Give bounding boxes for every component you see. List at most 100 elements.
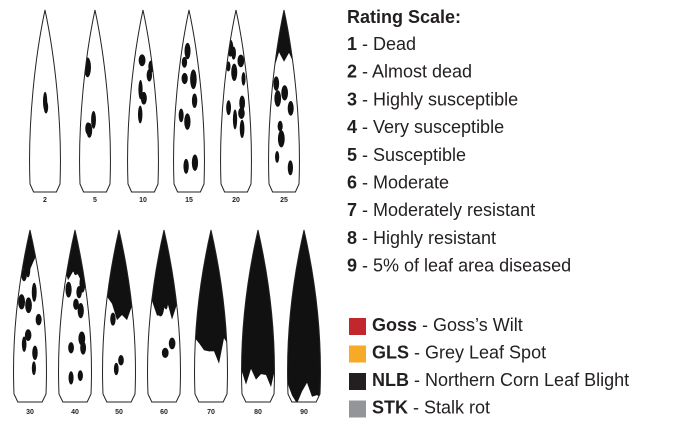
lesion xyxy=(157,300,164,316)
legend-swatch xyxy=(349,401,366,418)
leaf xyxy=(30,10,61,192)
scale-item: 7- Moderately resistant xyxy=(347,200,535,220)
lesion xyxy=(275,151,279,163)
legend-label: - Stalk rot xyxy=(413,397,490,417)
leaf xyxy=(174,10,205,192)
legend-item: Goss- Goss’s Wilt xyxy=(372,315,523,335)
scale-score: 4 xyxy=(347,117,357,137)
lesion xyxy=(281,85,288,100)
legend-swatch xyxy=(349,373,366,390)
lesion xyxy=(185,43,191,59)
infographic: Rating Scale: 1- Dead2- Almost dead3- Hi… xyxy=(0,0,691,421)
lesion xyxy=(184,113,190,130)
lesion xyxy=(192,94,197,108)
leaf xyxy=(254,10,314,192)
lesion xyxy=(87,123,93,138)
rating-scale: 1- Dead 2- Almost dead 3- Highly susceptib… xyxy=(347,34,571,276)
scale-score: 5 xyxy=(347,145,357,165)
lesion xyxy=(68,342,74,353)
leaf xyxy=(0,230,62,402)
lesion xyxy=(273,76,279,90)
scale-item: 4- Very susceptible xyxy=(347,117,504,137)
leaf-label: 50 xyxy=(115,409,123,416)
lesion xyxy=(139,54,146,66)
scale-item: 8- Highly resistant xyxy=(347,228,496,248)
lesion xyxy=(43,92,47,111)
lesion xyxy=(278,130,285,147)
leaf-label: 5 xyxy=(93,197,97,204)
scale-item: 5- Susceptible xyxy=(347,145,466,165)
scale-score: 3 xyxy=(347,89,357,109)
lesion xyxy=(242,72,246,86)
lesion xyxy=(147,69,152,81)
scale-item: 6- Moderate xyxy=(347,172,449,192)
leaf xyxy=(226,230,290,402)
legend-item: NLB- Northern Corn Leaf Blight xyxy=(372,370,629,390)
leaf xyxy=(80,10,111,192)
leaf-label: 80 xyxy=(254,409,262,416)
lesion xyxy=(164,277,170,287)
leaf xyxy=(221,10,252,192)
lesion xyxy=(65,282,71,298)
scale-score: 9 xyxy=(347,255,357,275)
lesion xyxy=(207,268,212,286)
scale-title: Rating Scale: xyxy=(347,7,461,27)
legend-code: GLS xyxy=(372,342,409,362)
lesion xyxy=(138,80,142,99)
leaf-label: 15 xyxy=(185,197,193,204)
lesion-area xyxy=(226,230,290,387)
legend-item: STK- Stalk rot xyxy=(372,397,490,417)
legend-swatch xyxy=(349,318,366,335)
scale-item: 1- Dead xyxy=(347,34,416,54)
scale-score: 1 xyxy=(347,34,357,54)
scale-label: - Highly resistant xyxy=(362,228,496,248)
scale-label: - Moderate xyxy=(362,172,449,192)
leaf xyxy=(179,230,243,402)
lesion xyxy=(231,64,237,81)
scale-label: - Dead xyxy=(362,34,416,54)
scale-item: 2- Almost dead xyxy=(347,61,472,81)
lesion xyxy=(164,293,168,309)
lesion xyxy=(183,159,188,174)
lesion xyxy=(260,285,266,297)
legend-item: GLS- Grey Leaf Spot xyxy=(372,342,546,362)
lesion xyxy=(32,346,38,360)
scale-label: - Highly susceptible xyxy=(362,89,518,109)
lesion xyxy=(237,55,244,68)
leaf xyxy=(87,230,151,402)
lesion xyxy=(73,262,78,275)
scale-score: 2 xyxy=(347,61,357,81)
lesion xyxy=(162,348,169,358)
lesion xyxy=(240,120,245,138)
lesion xyxy=(278,121,283,132)
scale-score: 6 xyxy=(347,172,357,192)
lesion xyxy=(110,313,115,326)
leaf-diagram xyxy=(0,10,336,405)
lesion xyxy=(78,303,84,318)
leaf-label: 30 xyxy=(26,409,34,416)
lesion xyxy=(208,310,215,327)
leaf xyxy=(132,230,196,402)
lesion xyxy=(118,355,124,366)
legend-label: - Grey Leaf Spot xyxy=(414,342,546,362)
legend-code: STK xyxy=(372,397,408,417)
leaf-label: 2 xyxy=(43,197,47,204)
scale-score: 8 xyxy=(347,228,357,248)
lesion xyxy=(91,111,96,129)
leaf-label: 40 xyxy=(71,409,79,416)
lesion xyxy=(274,90,281,107)
lesion xyxy=(32,283,37,302)
scale-label: - Susceptible xyxy=(362,145,466,165)
lesion xyxy=(179,109,184,123)
leaf-label: 20 xyxy=(232,197,240,204)
leaf-label: 60 xyxy=(160,409,168,416)
lesion xyxy=(238,107,245,118)
scale-item: 3- Highly susceptible xyxy=(347,89,518,109)
lesion xyxy=(169,338,176,350)
lesion xyxy=(69,371,74,384)
lesion xyxy=(117,287,123,299)
lesion-area xyxy=(87,230,151,320)
lesion xyxy=(25,297,32,313)
lesion-area xyxy=(179,230,243,364)
leaf-label: 10 xyxy=(139,197,147,204)
